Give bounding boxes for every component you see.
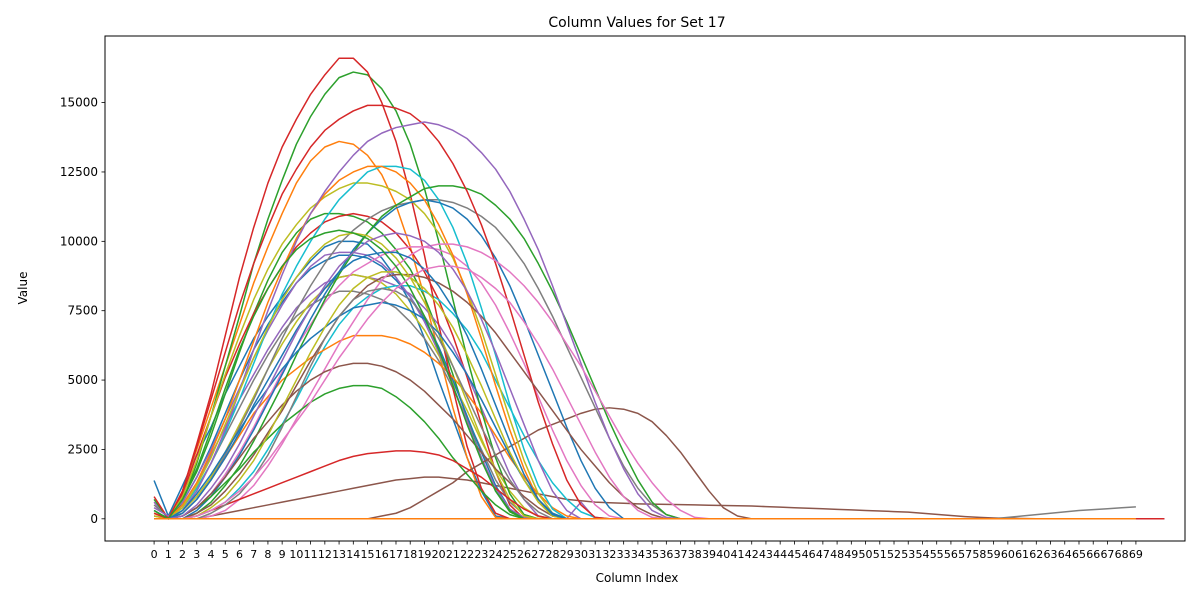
x-tick-label: 48 (830, 548, 844, 561)
x-tick-label: 11 (304, 548, 318, 561)
y-tick-label: 7500 (67, 304, 98, 318)
x-tick-label: 65 (1072, 548, 1086, 561)
x-tick-label: 15 (361, 548, 375, 561)
x-tick-label: 24 (489, 548, 503, 561)
series-group (153, 57, 1165, 520)
y-tick-label: 15000 (60, 96, 98, 110)
x-tick-label: 34 (631, 548, 645, 561)
x-tick-label: 23 (474, 548, 488, 561)
x-tick-label: 29 (560, 548, 574, 561)
plot-area (104, 35, 1186, 542)
x-tick-label: 53 (901, 548, 915, 561)
x-tick-label: 6 (236, 548, 243, 561)
x-axis: 0 1 2 3 4 5 6 7 8 9 10 11 12 13 14 15 16 17 18 19 20 21 22 23 24… (151, 541, 1143, 561)
x-tick-label: 17 (389, 548, 403, 561)
x-tick-label: 67 (1100, 548, 1114, 561)
x-tick-label: 51 (873, 548, 887, 561)
x-tick-label: 1 (165, 548, 172, 561)
x-tick-label: 63 (1044, 548, 1058, 561)
series-line-5 (154, 476, 1136, 520)
x-tick-label: 68 (1115, 548, 1129, 561)
x-tick-label: 37 (674, 548, 688, 561)
x-tick-label: 56 (944, 548, 958, 561)
x-tick-label: 14 (346, 548, 360, 561)
x-tick-label: 31 (588, 548, 602, 561)
x-tick-label: 60 (1001, 548, 1015, 561)
x-tick-label: 35 (645, 548, 659, 561)
y-axis: 0 2500 5000 7500 10000 12500 15000 (60, 96, 105, 526)
x-tick-label: 20 (432, 548, 446, 561)
x-tick-label: 41 (730, 548, 744, 561)
x-tick-label: 9 (279, 548, 286, 561)
x-tick-label: 3 (193, 548, 200, 561)
x-tick-label: 45 (787, 548, 801, 561)
chart-title: Column Values for Set 17 (548, 15, 725, 31)
x-tick-label: 25 (503, 548, 517, 561)
x-tick-label: 22 (460, 548, 474, 561)
x-tick-label: 61 (1015, 548, 1029, 561)
x-tick-label: 66 (1086, 548, 1100, 561)
x-tick-label: 62 (1029, 548, 1043, 561)
x-tick-label: 40 (716, 548, 730, 561)
x-tick-label: 16 (375, 548, 389, 561)
x-tick-label: 59 (987, 548, 1001, 561)
x-tick-label: 10 (289, 548, 303, 561)
x-tick-label: 19 (417, 548, 431, 561)
x-tick-label: 5 (222, 548, 229, 561)
x-tick-label: 8 (264, 548, 271, 561)
x-tick-label: 30 (574, 548, 588, 561)
y-tick-label: 5000 (67, 373, 98, 387)
x-tick-label: 44 (773, 548, 787, 561)
x-tick-label: 7 (250, 548, 257, 561)
x-tick-label: 12 (318, 548, 332, 561)
x-tick-label: 26 (517, 548, 531, 561)
x-tick-label: 39 (702, 548, 716, 561)
x-tick-label: 33 (617, 548, 631, 561)
x-tick-label: 18 (403, 548, 417, 561)
x-tick-label: 47 (816, 548, 830, 561)
x-tick-label: 50 (859, 548, 873, 561)
x-tick-label: 0 (151, 548, 158, 561)
y-tick-label: 0 (90, 512, 98, 526)
y-tick-label: 10000 (60, 234, 98, 248)
x-tick-label: 57 (958, 548, 972, 561)
y-axis-label: Value (16, 272, 30, 305)
x-tick-label: 49 (844, 548, 858, 561)
x-tick-label: 42 (745, 548, 759, 561)
x-tick-label: 21 (446, 548, 460, 561)
x-tick-label: 27 (531, 548, 545, 561)
x-tick-label: 52 (887, 548, 901, 561)
x-tick-label: 36 (659, 548, 673, 561)
x-tick-label: 64 (1058, 548, 1072, 561)
x-tick-label: 46 (802, 548, 816, 561)
plot-frame (104, 35, 1186, 542)
x-tick-label: 54 (915, 548, 929, 561)
x-tick-label: 32 (602, 548, 616, 561)
x-tick-label: 2 (179, 548, 186, 561)
x-tick-label: 13 (332, 548, 346, 561)
x-tick-label: 38 (688, 548, 702, 561)
x-tick-label: 69 (1129, 548, 1143, 561)
x-tick-label: 4 (208, 548, 215, 561)
y-tick-label: 12500 (60, 165, 98, 179)
x-axis-label: Column Index (596, 571, 679, 585)
x-tick-label: 58 (972, 548, 986, 561)
x-tick-label: 43 (759, 548, 773, 561)
x-tick-label: 28 (546, 548, 560, 561)
x-tick-label: 55 (930, 548, 944, 561)
y-tick-label: 2500 (67, 442, 98, 456)
